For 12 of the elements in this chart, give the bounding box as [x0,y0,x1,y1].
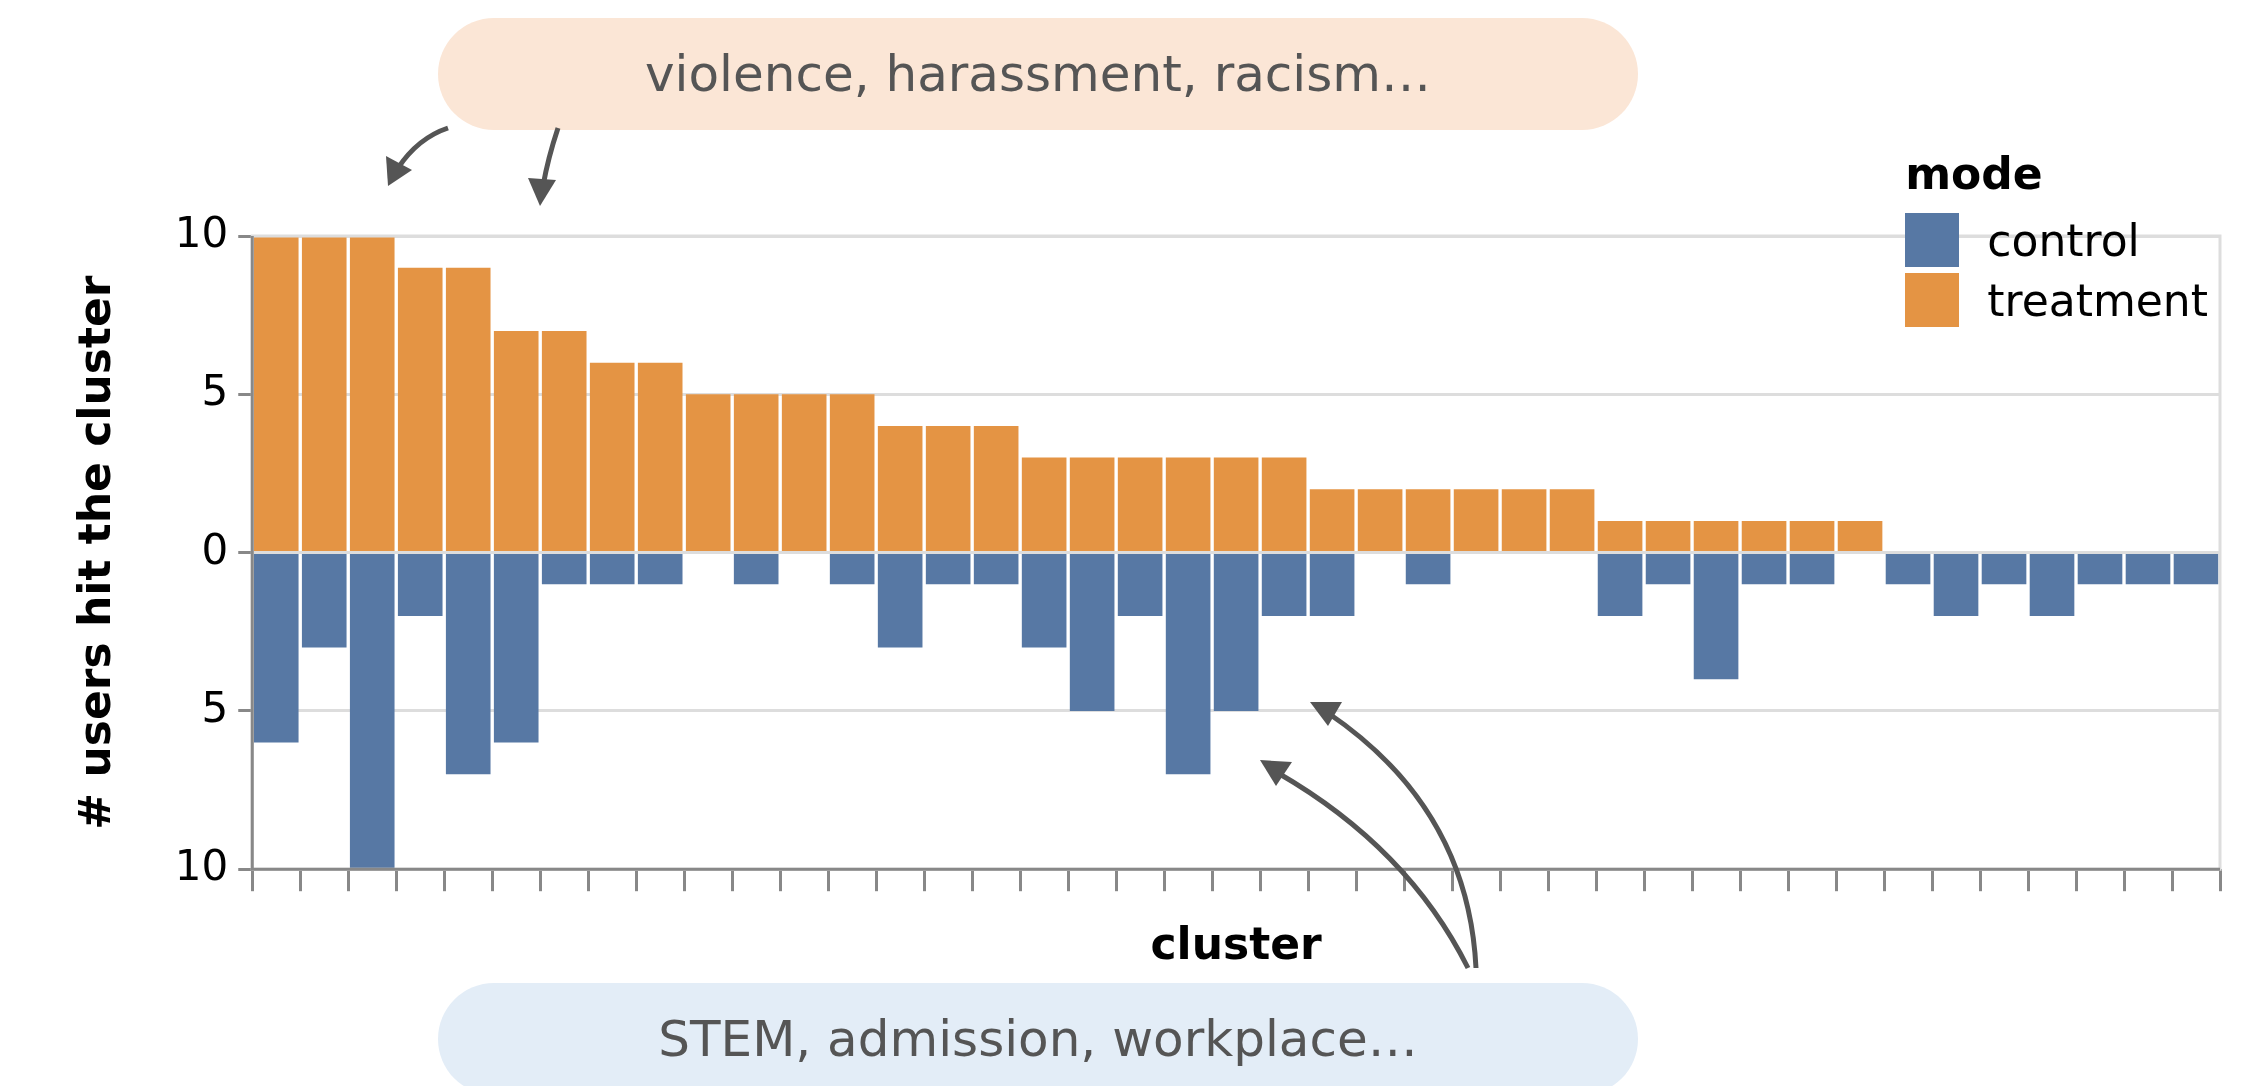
x-axis-title: cluster [1150,918,1323,970]
legend-label: control [1987,214,2140,266]
y-axis-title: # users hit the cluster [68,275,120,830]
y-tick-label: 5 [201,682,229,732]
text: STEM, admission, workplace… [438,983,1638,1086]
y-tick-label: 10 [174,841,229,891]
y-tick-label: 0 [201,524,229,574]
legend-title: mode [1905,148,2044,199]
y-tick-label: 5 [201,366,229,416]
y-tick-label: 10 [174,207,229,257]
text: violence, harassment, racism… [438,18,1638,130]
legend-label: treatment [1987,274,2208,326]
